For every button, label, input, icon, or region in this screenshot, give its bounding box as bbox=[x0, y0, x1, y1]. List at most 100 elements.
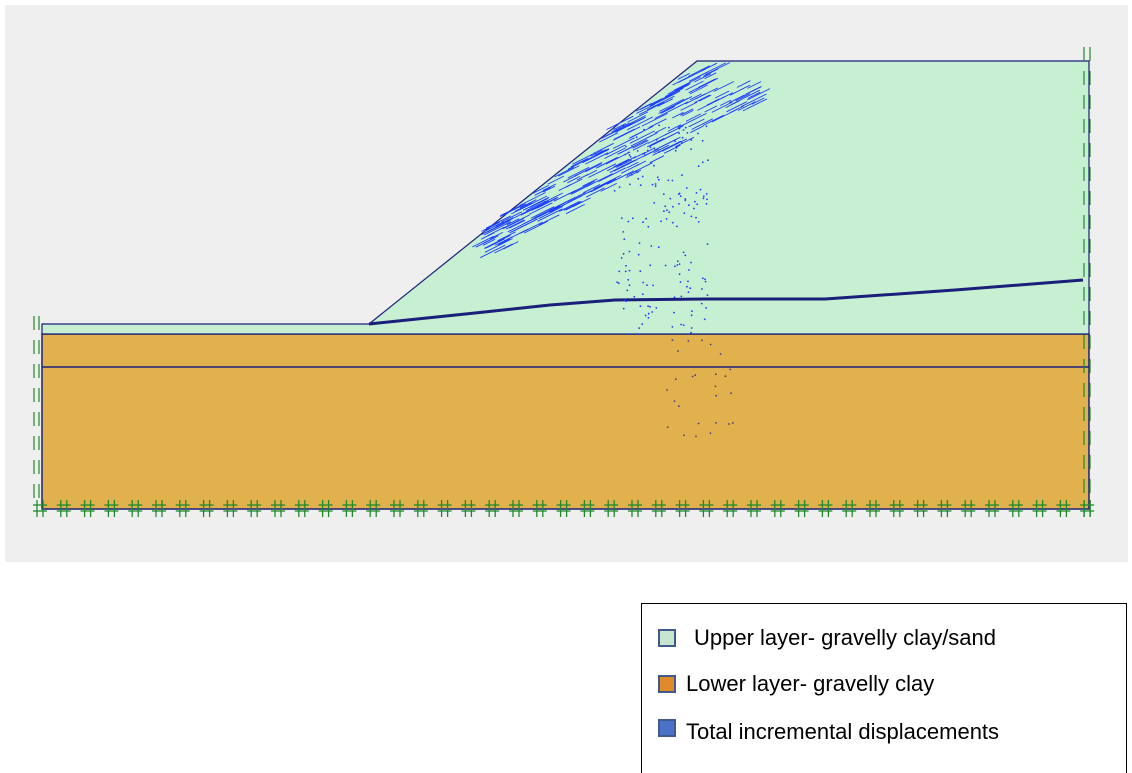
displacement-vector bbox=[585, 163, 602, 173]
displacement-vector bbox=[598, 132, 619, 143]
fixity-base-symbol bbox=[985, 500, 999, 517]
slope-model-diagram bbox=[33, 47, 1095, 517]
fixity-base-symbol bbox=[770, 500, 785, 517]
displacement-vector bbox=[534, 186, 551, 196]
displacement-vector bbox=[582, 149, 610, 164]
fixity-base-symbol bbox=[199, 500, 214, 517]
fixity-base-symbol bbox=[223, 500, 238, 517]
fixity-base-symbol bbox=[128, 500, 143, 517]
displacement-point bbox=[684, 199, 687, 202]
displacement-vector bbox=[538, 214, 560, 226]
displacement-point bbox=[617, 282, 620, 284]
displacement-vector bbox=[502, 214, 530, 229]
displacement-vector bbox=[514, 202, 532, 212]
displacement-point bbox=[678, 263, 681, 265]
displacement-vector bbox=[519, 199, 537, 209]
displacement-point bbox=[702, 195, 705, 198]
displacement-vector bbox=[511, 201, 535, 215]
displacement-point bbox=[696, 203, 699, 206]
displacement-vector bbox=[484, 238, 504, 249]
displacement-vector bbox=[583, 184, 601, 194]
displacement-vector bbox=[632, 141, 649, 151]
displacement-vector bbox=[565, 201, 583, 211]
fixity-base-symbol bbox=[651, 500, 666, 517]
displacement-point bbox=[681, 136, 684, 139]
displacement-vector bbox=[534, 202, 547, 210]
displacement-point bbox=[625, 300, 628, 303]
displacement-point bbox=[684, 254, 687, 257]
displacement-vector bbox=[680, 101, 698, 111]
displacement-point bbox=[646, 149, 649, 152]
displacement-vector bbox=[626, 162, 653, 177]
displacement-point bbox=[703, 318, 706, 321]
displacement-point bbox=[705, 193, 708, 195]
displacement-point bbox=[704, 278, 706, 281]
displacement-vector bbox=[543, 192, 564, 204]
displacement-point bbox=[639, 184, 642, 187]
displacement-point bbox=[651, 183, 654, 186]
fixity-base-symbol bbox=[104, 500, 119, 517]
displacement-vector bbox=[632, 139, 649, 149]
displacement-vector bbox=[678, 68, 706, 83]
displacement-point bbox=[671, 326, 674, 328]
displacement-vector bbox=[557, 165, 580, 177]
displacement-point bbox=[682, 129, 685, 131]
displacement-point bbox=[635, 170, 637, 173]
displacement-vector bbox=[680, 108, 694, 116]
displacement-vector bbox=[694, 94, 710, 104]
displacement-vector bbox=[635, 102, 652, 112]
displacement-point bbox=[667, 179, 670, 182]
displacement-vector bbox=[746, 88, 771, 101]
boundary-fixity-symbols bbox=[33, 47, 1095, 517]
fixity-base-symbol bbox=[247, 500, 262, 517]
displacement-point bbox=[644, 314, 647, 317]
displacement-vector bbox=[725, 100, 740, 109]
displacement-vector bbox=[612, 126, 641, 141]
displacement-point bbox=[649, 305, 651, 308]
displacement-point bbox=[690, 139, 693, 141]
fixity-base-symbol bbox=[366, 500, 381, 517]
displacement-point bbox=[671, 339, 674, 342]
displacement-point bbox=[699, 188, 702, 191]
displacement-point bbox=[627, 278, 630, 281]
displacement-vector bbox=[664, 83, 690, 98]
displacement-point bbox=[641, 175, 644, 178]
displacement-vector bbox=[688, 71, 709, 82]
displacement-vector bbox=[688, 65, 710, 77]
displacement-vector bbox=[616, 159, 633, 168]
displacement-point bbox=[618, 270, 621, 273]
displacement-vector bbox=[629, 130, 655, 144]
displacement-vector bbox=[737, 101, 756, 111]
fixity-base-symbol bbox=[699, 500, 714, 517]
legend-item-upper-layer: Upper layer- gravelly clay/sand bbox=[658, 623, 996, 653]
displacement-vector bbox=[649, 155, 665, 164]
displacement-vector bbox=[494, 236, 513, 246]
displacement-vector bbox=[558, 200, 580, 212]
displacement-vector bbox=[549, 196, 577, 211]
displacement-vector bbox=[611, 122, 630, 133]
displacement-point bbox=[627, 151, 630, 154]
displacement-vector bbox=[657, 98, 674, 107]
displacement-vector bbox=[593, 148, 610, 157]
displacement-points bbox=[612, 124, 734, 438]
displacement-point bbox=[677, 350, 679, 352]
displacement-vector bbox=[629, 115, 646, 125]
displacement-point bbox=[620, 257, 623, 259]
displacement-point bbox=[701, 339, 703, 342]
displacement-point bbox=[701, 277, 704, 280]
displacement-point bbox=[623, 238, 626, 241]
displacement-vector bbox=[685, 113, 702, 122]
legend-label-lower-layer: Lower layer- gravelly clay bbox=[686, 671, 935, 696]
displacement-vector bbox=[480, 222, 506, 236]
fixity-base-symbol bbox=[889, 500, 904, 517]
displacement-point bbox=[623, 299, 626, 302]
displacement-point bbox=[691, 310, 693, 313]
displacement-point bbox=[663, 210, 665, 213]
displacement-vector bbox=[689, 84, 708, 95]
displacement-vector bbox=[706, 98, 720, 106]
displacement-point bbox=[660, 220, 662, 223]
fixity-base-symbol bbox=[1008, 500, 1023, 517]
displacement-point bbox=[673, 400, 676, 402]
displacement-vector bbox=[612, 137, 635, 149]
fixity-base-symbol bbox=[842, 500, 857, 517]
